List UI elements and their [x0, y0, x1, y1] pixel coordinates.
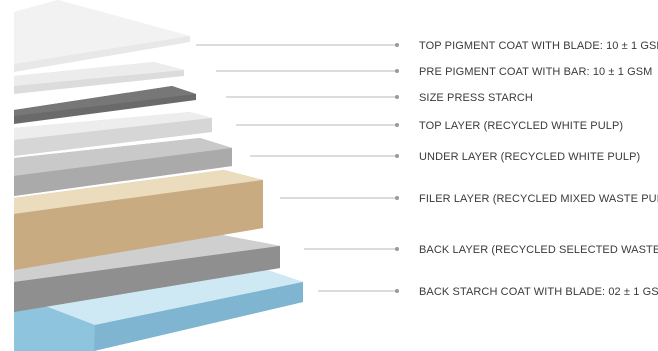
callout-back-layer: BACK LAYER (RECYCLED SELECTED WASTE PULP… [304, 244, 658, 256]
layer-size-press-starch [14, 86, 196, 124]
callout-pre-pigment-coat: PRE PIGMENT COAT WITH BAR: 10 ± 1 GSM [216, 66, 652, 78]
callout-back-starch-coat: BACK STARCH COAT WITH BLADE: 02 ± 1 GSM [318, 286, 658, 298]
label-back-layer: BACK LAYER (RECYCLED SELECTED WASTE PULP… [419, 244, 658, 256]
layer-top-pigment-coat [14, 0, 190, 72]
callout-size-press-starch: SIZE PRESS STARCH [226, 92, 533, 104]
label-back-starch-coat: BACK STARCH COAT WITH BLADE: 02 ± 1 GSM [419, 286, 658, 298]
layer-filer-layer [14, 170, 263, 270]
callout-top-layer: TOP LAYER (RECYCLED WHITE PULP) [236, 120, 623, 132]
label-top-layer: TOP LAYER (RECYCLED WHITE PULP) [419, 120, 623, 132]
layer-pre-pigment-coat [14, 62, 184, 94]
label-size-press-starch: SIZE PRESS STARCH [419, 92, 533, 104]
label-filer-layer: FILER LAYER (RECYCLED MIXED WASTE PULP) [419, 193, 658, 205]
label-under-layer: UNDER LAYER (RECYCLED WHITE PULP) [419, 151, 640, 163]
layer-top-layer [14, 112, 212, 156]
callout-under-layer: UNDER LAYER (RECYCLED WHITE PULP) [250, 151, 640, 163]
callout-filer-layer: FILER LAYER (RECYCLED MIXED WASTE PULP) [280, 193, 658, 205]
callout-top-pigment-coat: TOP PIGMENT COAT WITH BLADE: 10 ± 1 GSM [196, 40, 658, 52]
layer-under-layer [14, 138, 232, 196]
label-top-pigment-coat: TOP PIGMENT COAT WITH BLADE: 10 ± 1 GSM [419, 40, 658, 52]
label-pre-pigment-coat: PRE PIGMENT COAT WITH BAR: 10 ± 1 GSM [419, 66, 652, 78]
